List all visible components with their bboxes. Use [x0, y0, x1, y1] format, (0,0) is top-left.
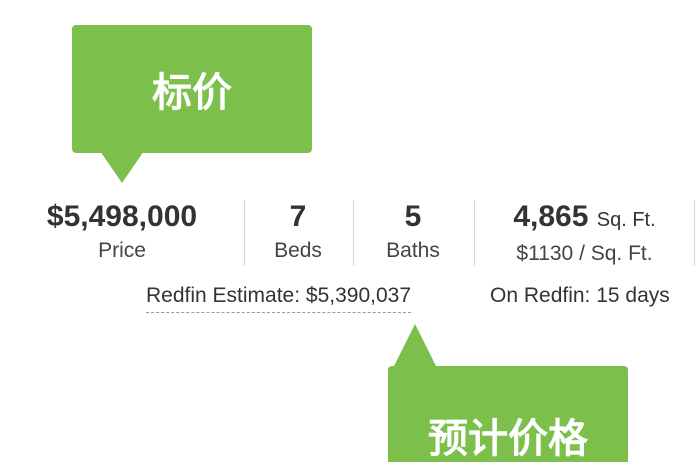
sqft-value: 4,865	[513, 200, 589, 233]
stats-row: $5,498,000 Price 7 Beds 5 Baths 4,865 Sq…	[0, 197, 699, 269]
beds-value: 7	[289, 200, 307, 233]
price-label: Price	[98, 239, 146, 262]
price-callout: 标价	[72, 25, 312, 183]
estimate-row: Redfin Estimate: $5,390,037 On Redfin: 1…	[146, 284, 670, 313]
redfin-estimate-link[interactable]: Redfin Estimate: $5,390,037	[146, 284, 412, 313]
estimate-callout-pointer	[393, 324, 437, 368]
baths-label: Baths	[386, 239, 440, 262]
stat-price: $5,498,000 Price	[22, 197, 222, 269]
estimate-callout-label: 预计价格	[428, 416, 588, 462]
days-on-redfin: On Redfin: 15 days	[490, 284, 670, 307]
estimate-callout: 预计价格	[388, 324, 628, 462]
price-value: $5,498,000	[46, 200, 198, 233]
stat-divider	[474, 200, 475, 266]
stat-beds: 7 Beds	[255, 197, 341, 269]
price-callout-pointer	[100, 151, 144, 183]
sqft-unit: Sq. Ft.	[596, 209, 656, 231]
price-per-sqft: $1130 / Sq. Ft.	[516, 242, 653, 265]
baths-value: 5	[404, 200, 422, 233]
stat-divider	[694, 200, 695, 266]
beds-label: Beds	[274, 239, 322, 262]
stat-divider	[353, 200, 354, 266]
stat-baths: 5 Baths	[360, 197, 466, 269]
price-callout-label: 标价	[152, 70, 232, 116]
stat-sqft: 4,865 Sq. Ft. $1130 / Sq. Ft.	[492, 197, 677, 269]
sqft-value-line: 4,865 Sq. Ft.	[492, 197, 677, 240]
stat-divider	[244, 200, 245, 266]
